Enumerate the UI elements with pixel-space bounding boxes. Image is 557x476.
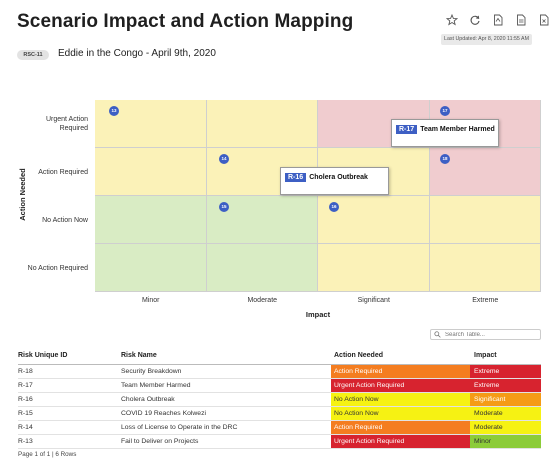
table-row[interactable]: R-14 Loss of License to Operate in the D…: [18, 421, 541, 435]
matrix-cell: [429, 244, 541, 292]
excel-export-icon[interactable]: [537, 13, 551, 27]
row-label-action-required: Action Required: [38, 169, 88, 176]
cell-risk-name: Cholera Outbreak: [121, 396, 175, 403]
search-icon: [434, 331, 441, 338]
cell-action-needed: No Action Now: [331, 393, 470, 406]
cell-risk-id: R-16: [18, 396, 33, 403]
cell-impact: Moderate: [470, 421, 541, 434]
risk-dot[interactable]: 18: [440, 154, 450, 164]
header-risk-id[interactable]: Risk Unique ID: [18, 351, 68, 359]
tooltip-risk-id: R-17: [396, 124, 418, 134]
impact-action-matrix: 13 17 14 18 15 16 R-17 Team Member Harme…: [95, 100, 541, 292]
table-row[interactable]: R-17 Team Member Harmed Urgent Action Re…: [18, 379, 541, 393]
risk-dot[interactable]: 14: [219, 154, 229, 164]
column-label-moderate: Moderate: [247, 297, 278, 304]
scenario-name: Eddie in the Congo - April 9th, 2020: [58, 48, 216, 59]
cell-action-needed: Action Required: [331, 421, 470, 434]
table-body: R-18 Security Breakdown Action Required …: [18, 365, 541, 449]
cell-action-needed: Urgent Action Required: [331, 435, 470, 448]
matrix-cell: [95, 148, 207, 196]
table-header: Risk Unique ID Risk Name Action Needed I…: [18, 346, 541, 365]
table-footer: Page 1 of 1 | 6 Rows: [18, 451, 77, 458]
refresh-icon[interactable]: [468, 13, 482, 27]
column-label-significant: Significant: [357, 297, 390, 304]
search-input[interactable]: [445, 331, 535, 338]
x-axis-title: Impact: [305, 310, 331, 319]
column-label-minor: Minor: [141, 297, 160, 304]
cell-action-needed: Urgent Action Required: [331, 379, 470, 392]
cell-impact: Extreme: [470, 379, 541, 392]
table-row[interactable]: R-16 Cholera Outbreak No Action Now Sign…: [18, 393, 541, 407]
tooltip-risk-id: R-16: [285, 172, 307, 182]
cell-risk-name: COVID 19 Reaches Kolwezi: [121, 410, 206, 417]
cell-impact: Minor: [470, 435, 541, 448]
toolbar: [445, 13, 551, 27]
cell-risk-id: R-18: [18, 368, 33, 375]
cell-impact: Significant: [470, 393, 541, 406]
cell-impact: Extreme: [470, 365, 541, 378]
cell-risk-id: R-13: [18, 438, 33, 445]
risk-dot[interactable]: 13: [109, 106, 119, 116]
header-impact[interactable]: Impact: [474, 351, 497, 359]
cell-risk-name: Fail to Deliver on Projects: [121, 438, 199, 445]
cell-risk-name: Team Member Harmed: [121, 382, 191, 389]
document-export-icon[interactable]: [514, 13, 528, 27]
scenario-code-badge: RSC-11: [17, 50, 49, 60]
column-label-extreme: Extreme: [472, 297, 499, 304]
cell-impact: Moderate: [470, 407, 541, 420]
table-row[interactable]: R-18 Security Breakdown Action Required …: [18, 365, 541, 379]
pdf-export-icon[interactable]: [491, 13, 505, 27]
header-risk-name[interactable]: Risk Name: [121, 351, 157, 359]
matrix-cell: [206, 100, 318, 148]
tooltip-risk-name: Team Member Harmed: [420, 125, 495, 133]
page-title: Scenario Impact and Action Mapping: [17, 11, 354, 32]
row-label-urgent: Urgent Action Required: [45, 116, 88, 132]
matrix-cell: [318, 244, 430, 292]
cell-risk-id: R-17: [18, 382, 33, 389]
cell-risk-id: R-15: [18, 410, 33, 417]
risk-dot[interactable]: 15: [219, 202, 229, 212]
risk-dot[interactable]: 17: [440, 106, 450, 116]
star-icon[interactable]: [445, 13, 459, 27]
search-box: [430, 329, 541, 340]
risk-dot[interactable]: 16: [329, 202, 339, 212]
header-action-needed[interactable]: Action Needed: [334, 351, 384, 359]
tooltip-risk-name: Cholera Outbreak: [309, 173, 368, 181]
matrix-cell: [95, 244, 207, 292]
row-label-no-action-required: No Action Required: [27, 265, 88, 272]
cell-risk-name: Loss of License to Operate in the DRC: [121, 424, 238, 431]
table-row[interactable]: R-15 COVID 19 Reaches Kolwezi No Action …: [18, 407, 541, 421]
cell-risk-name: Security Breakdown: [121, 368, 182, 375]
matrix-cell: [429, 196, 541, 244]
risk-tooltip: R-16 Cholera Outbreak: [280, 167, 389, 195]
cell-action-needed: No Action Now: [331, 407, 470, 420]
risk-tooltip: R-17 Team Member Harmed: [391, 119, 499, 147]
risk-table: Risk Unique ID Risk Name Action Needed I…: [18, 346, 541, 449]
matrix-cell: [95, 196, 207, 244]
table-row[interactable]: R-13 Fail to Deliver on Projects Urgent …: [18, 435, 541, 449]
cell-risk-id: R-14: [18, 424, 33, 431]
cell-action-needed: Action Required: [331, 365, 470, 378]
last-updated-label: Last Updated: Apr 8, 2020 11:55 AM: [441, 34, 533, 45]
matrix-cell: [206, 244, 318, 292]
row-label-no-action-now: No Action Now: [42, 217, 88, 224]
